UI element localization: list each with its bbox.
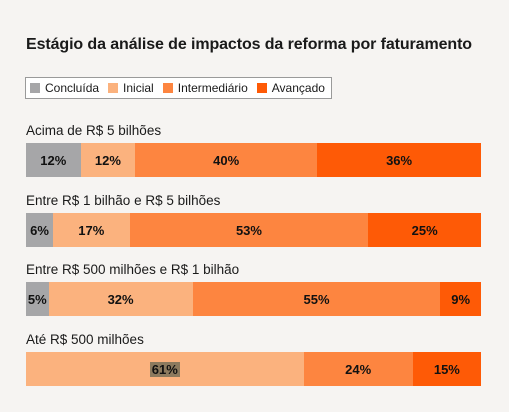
legend-label-avancado: Avançado [271, 81, 325, 95]
legend-label-inicial: Inicial [123, 81, 154, 95]
bar-segment-avancado: 25% [368, 213, 481, 247]
bar-segment-concluida: 12% [26, 143, 81, 177]
data-label: 6% [30, 222, 49, 238]
bar-segment-avancado: 9% [440, 282, 481, 316]
bar-segment-inicial: 17% [53, 213, 130, 247]
bar-row-1-a-5-bilhoes: 6% 17% 53% 25% [26, 213, 481, 247]
data-label: 61% [149, 361, 180, 377]
category-label-500-milhoes-a-1-bilhao: Entre R$ 500 milhões e R$ 1 bilhão [26, 262, 240, 277]
legend-item-concluida: Concluída [30, 81, 99, 95]
legend-label-concluida: Concluída [45, 81, 100, 95]
bar-row-500-milhoes-a-1-bilhao: 5% 32% 55% 9% [26, 282, 481, 316]
bar-segment-intermediario: 24% [303, 352, 413, 386]
legend-swatch-avancado [256, 83, 267, 93]
bar-row-ate-500-milhoes: 61% 24% 15% [26, 352, 481, 386]
data-label: 55% [303, 291, 330, 307]
bar-segment-inicial: 12% [80, 143, 136, 177]
legend-swatch-intermediario [162, 83, 173, 93]
data-label: 53% [235, 222, 262, 238]
bar-segment-intermediario: 53% [129, 213, 369, 247]
data-label: 36% [386, 152, 413, 168]
data-label: 32% [107, 291, 134, 307]
data-label: 25% [411, 222, 438, 238]
legend-item-inicial: Inicial [108, 81, 154, 95]
category-label-ate-500-milhoes: Até R$ 500 milhões [26, 332, 144, 347]
bar-segment-intermediario: 40% [135, 143, 318, 177]
bar-segment-avancado: 15% [412, 352, 481, 386]
data-label: 15% [433, 361, 460, 377]
chart-legend: Concluída Inicial Intermediário Avançado [25, 77, 332, 99]
legend-swatch-inicial [108, 83, 119, 93]
bar-segment-inicial: 32% [48, 282, 193, 316]
data-label: 24% [345, 361, 372, 377]
bar-segment-concluida: 6% [26, 213, 54, 247]
category-label-1-a-5-bilhoes: Entre R$ 1 bilhão e R$ 5 bilhões [26, 193, 221, 208]
data-label: 12% [40, 152, 67, 168]
bar-segment-inicial: 61% [26, 352, 304, 386]
data-label: 5% [27, 291, 47, 307]
legend-item-avancado: Avançado [256, 81, 325, 95]
chart-title: Estágio da análise de impactos da reform… [26, 36, 472, 53]
bar-segment-intermediario: 55% [192, 282, 441, 316]
bar-segment-avancado: 36% [317, 143, 481, 177]
data-label: 12% [94, 152, 121, 168]
data-label: 17% [78, 222, 105, 238]
data-label: 9% [451, 291, 471, 307]
legend-item-intermediario: Intermediário [162, 81, 248, 95]
bar-segment-concluida: 5% [26, 282, 49, 316]
bar-row-acima-5-bilhoes: 12% 12% 40% 36% [26, 143, 481, 177]
category-label-acima-5-bilhoes: Acima de R$ 5 bilhões [26, 123, 162, 138]
legend-label-intermediario: Intermediário [177, 81, 248, 95]
data-label: 40% [213, 152, 240, 168]
legend-swatch-concluida [30, 83, 40, 93]
